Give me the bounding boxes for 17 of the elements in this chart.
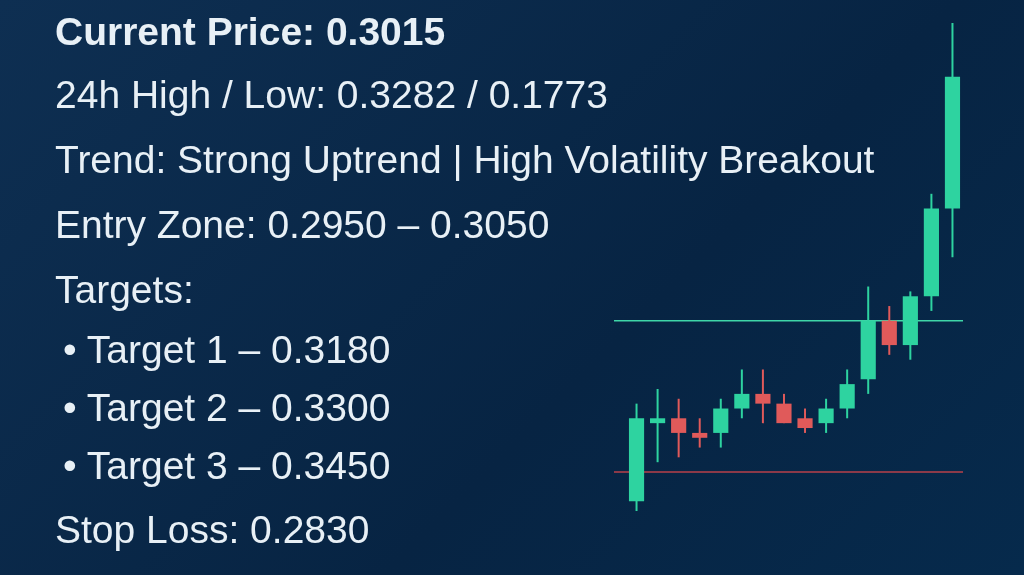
candlestick — [797, 407, 813, 434]
candlestick — [776, 392, 792, 425]
candlestick — [671, 397, 687, 459]
text: Current Price: 0.3015 — [55, 10, 446, 54]
candlestick — [818, 397, 834, 434]
candlestick — [692, 417, 708, 449]
text: • Target 1 – 0.3180 — [63, 328, 391, 372]
candlestick — [734, 368, 750, 420]
annotation: Trend: Strong Uptrend | High Volatility Breakout — [55, 138, 875, 182]
candlestick — [755, 368, 771, 425]
text: • Target 2 – 0.3300 — [63, 386, 391, 430]
candlestick — [650, 388, 666, 464]
text: 24h High / Low: 0.3282 / 0.1773 — [55, 73, 608, 117]
text: Stop Loss: 0.2830 — [55, 508, 370, 552]
text: • Target 3 – 0.3450 — [63, 444, 391, 488]
text: Entry Zone: 0.2950 – 0.3050 — [55, 203, 550, 247]
text: Targets: — [55, 268, 194, 312]
